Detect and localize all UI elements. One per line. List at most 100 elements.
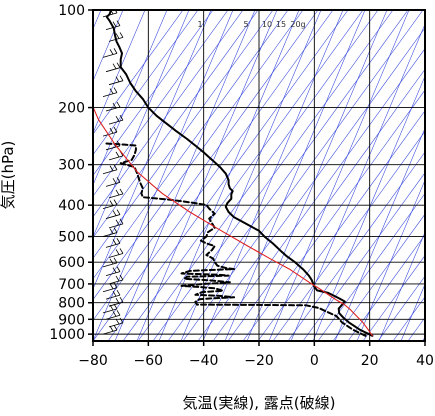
barb-flag [109, 127, 114, 134]
barb-staff [105, 67, 121, 73]
x-tick-label: −20 [244, 353, 274, 369]
y-tick-label: 800 [58, 296, 85, 312]
adiabat-line [93, 10, 274, 259]
barb-flag [113, 87, 118, 93]
barb-flag [115, 151, 120, 158]
adiabat-line [302, 172, 425, 341]
x-tick-label: 40 [416, 353, 434, 369]
y-tick-label: 400 [58, 198, 85, 214]
adiabat-line [362, 255, 425, 341]
y-tick-label: 900 [58, 312, 85, 328]
adiabat-line [93, 10, 190, 238]
grid-lines [93, 10, 425, 341]
adiabat-line [227, 68, 425, 341]
x-tick-label: 0 [310, 353, 319, 369]
adiabat-line [93, 10, 319, 321]
adiabat-line [287, 151, 425, 341]
barb-flag [112, 21, 117, 27]
adiabat-line [93, 10, 234, 341]
barb-staff [108, 80, 124, 86]
adiabat-line [202, 10, 344, 341]
barb-flag [115, 297, 120, 304]
adiabat-line [400, 283, 425, 341]
barb-flag [109, 325, 114, 332]
mixing-ratio-label: 10 [262, 20, 272, 29]
barb-flag [116, 238, 121, 244]
wind-barb [108, 218, 124, 229]
mixing-ratio-labels: 1 5 10 15 20g [197, 20, 305, 29]
barb-staff [102, 232, 118, 237]
adiabat-line [242, 89, 425, 341]
barb-flag [112, 63, 117, 69]
barb-flag [109, 258, 114, 265]
barb-staff [108, 279, 124, 285]
barb-flag [115, 275, 120, 282]
barb-flag [113, 303, 118, 310]
x-tick-label: 20 [361, 353, 379, 369]
adiabat-line [137, 10, 379, 341]
barb-staff [105, 106, 121, 112]
adiabat-line [378, 231, 425, 341]
adiabat-line [246, 10, 388, 341]
barb-flag [119, 114, 124, 121]
barb-flag [113, 227, 118, 233]
y-tick-label: 700 [58, 277, 85, 293]
barb-staff [102, 169, 118, 175]
barb-staff [108, 155, 124, 161]
y-tick-label: 500 [58, 230, 85, 246]
adiabat-line [224, 10, 366, 341]
barb-staff [105, 314, 121, 320]
temperature-line [105, 10, 374, 337]
adiabat-line [93, 10, 168, 186]
barb-flag [119, 274, 124, 281]
barb-flag [116, 289, 121, 296]
barb-flag [113, 48, 118, 54]
adiabat-line [93, 10, 184, 135]
series-lines [93, 10, 374, 337]
y-tick-label: 600 [58, 255, 85, 271]
barb-staff [108, 322, 124, 328]
barb-flag [113, 126, 118, 133]
barb-staff [102, 287, 118, 293]
wind-barb [102, 324, 118, 335]
barb-staff [105, 271, 121, 277]
adiabat-line [93, 10, 304, 301]
mixing-ratio-label: 1 [197, 20, 202, 29]
mixing-ratio-label: 20g [290, 20, 305, 29]
wind-barb [105, 266, 121, 277]
barb-flag [116, 177, 121, 183]
wind-barb [105, 209, 121, 219]
barb-flag [115, 115, 120, 122]
parcel-line [93, 105, 373, 337]
wind-barb [105, 310, 121, 320]
barb-flag [112, 102, 117, 109]
barb-flag [116, 209, 121, 215]
wind-barb [102, 199, 118, 210]
wind-barb [102, 257, 118, 268]
barb-flag [116, 266, 121, 272]
barb-flag [112, 311, 117, 317]
barb-flag [109, 165, 114, 171]
barb-flag [109, 283, 114, 289]
mixing-ratio-label: 5 [243, 20, 248, 29]
barb-flag [113, 324, 118, 331]
wind-barb [105, 289, 121, 300]
adiabat-line [332, 213, 425, 341]
barb-flag [116, 310, 121, 316]
barb-flag [112, 178, 117, 184]
barb-flag [115, 219, 120, 226]
adiabat-line [197, 27, 425, 341]
adiabat-line [182, 10, 424, 341]
wind-barbs [102, 10, 124, 335]
wind-barb [102, 282, 118, 293]
barb-flag [115, 189, 120, 196]
wind-barb [105, 238, 121, 248]
barb-flag [113, 164, 118, 170]
adiabat-line [93, 10, 244, 218]
adiabat-line [93, 10, 229, 197]
barb-staff [108, 223, 124, 229]
barb-staff [108, 253, 124, 258]
